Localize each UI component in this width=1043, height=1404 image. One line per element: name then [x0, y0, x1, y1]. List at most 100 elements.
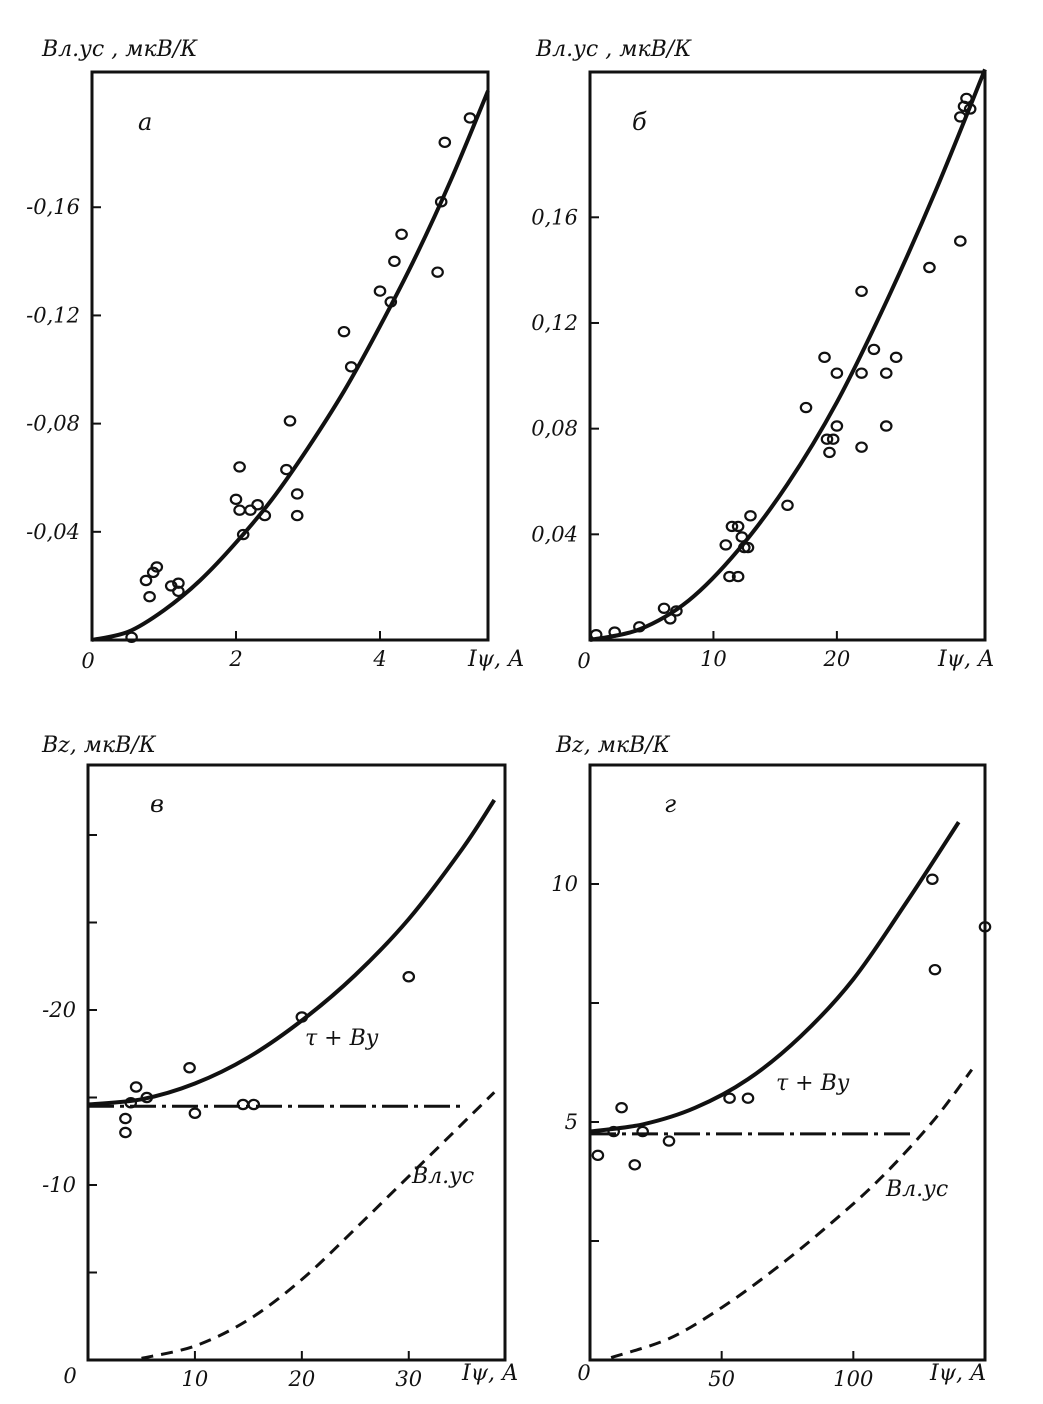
y-axis-label: Bл.ус , мкВ/К [41, 37, 198, 62]
origin-label: 0 [577, 1361, 590, 1385]
y-tick-label: 5 [565, 1110, 578, 1134]
data-point [889, 351, 903, 364]
data-point [251, 499, 264, 511]
data-point [119, 1112, 132, 1125]
panel-letter: в [150, 790, 164, 818]
y-tick-label: -20 [42, 998, 76, 1022]
data-point [628, 1159, 642, 1171]
dash-dot-line-label: τ + By [776, 1071, 850, 1096]
x-tick-label: 2 [228, 647, 242, 671]
data-point [247, 1098, 261, 1111]
data-point [867, 343, 881, 356]
panel-c: Bz, мкВ/К в 0 Iψ, А 10 20 30 -10 -20 τ + By Bл… [41, 733, 519, 1391]
y-tick-label: 0,16 [531, 205, 578, 229]
x-tick-label: 20 [287, 1367, 315, 1391]
origin-label: 0 [577, 649, 590, 673]
fit-curve [589, 821, 961, 1134]
x-axis-label: Iψ, А [929, 1361, 987, 1386]
y-tick-label: 0,08 [531, 417, 578, 441]
data-point [139, 574, 153, 587]
data-point [236, 528, 250, 541]
y-axis-label: Bл.ус , мкВ/К [535, 37, 692, 62]
data-point [129, 1081, 143, 1093]
fit-curve [87, 798, 496, 1107]
data-point [290, 488, 304, 500]
panel-b: Bл.ус , мкВ/К б 0 Iψ, А 10 20 0,04 0,08 0,12… [531, 37, 994, 673]
x-tick-label: 10 [700, 647, 727, 671]
data-point [879, 367, 893, 379]
data-point [855, 441, 868, 453]
data-point [183, 1062, 196, 1074]
y-tick-label: -0,04 [26, 520, 80, 544]
data-point [388, 255, 401, 268]
data-point [143, 591, 156, 603]
panel-a: Bл.ус , мкВ/К а 0 Iψ, А 2 4 -0,04 -0,08 -0,1… [26, 37, 524, 673]
x-tick-label: 20 [823, 647, 851, 671]
y-tick-label: 0,04 [531, 522, 578, 546]
y-axis-label: Bz, мкВ/К [41, 733, 157, 758]
y-tick-label: -10 [42, 1173, 76, 1197]
dashed-curve-label: Bл.ус [885, 1177, 948, 1202]
x-tick-label: 10 [182, 1367, 209, 1391]
x-tick-label: 4 [372, 647, 386, 671]
data-point [172, 585, 185, 598]
data-point [781, 499, 794, 511]
data-point [978, 921, 992, 933]
dashed-curve-label: Bл.ус [411, 1164, 474, 1189]
x-tick-label: 100 [833, 1367, 873, 1391]
data-point [741, 1092, 755, 1104]
data-point [879, 420, 893, 432]
fit-curve [589, 68, 987, 642]
y-tick-label: -0,16 [26, 195, 80, 219]
x-axis-label: Iψ, А [937, 647, 995, 672]
plot-frame [90, 70, 490, 642]
data-point [820, 433, 834, 445]
panel-letter: а [138, 108, 152, 136]
data-point [657, 602, 671, 614]
origin-label: 0 [63, 1364, 76, 1388]
data-point [233, 461, 246, 473]
data-point [923, 261, 936, 274]
x-axis-label: Iψ, А [461, 1361, 519, 1386]
panel-letter: г [664, 790, 676, 818]
data-point [290, 509, 304, 522]
y-tick-label: -0,12 [26, 303, 80, 327]
data-point [928, 963, 942, 976]
data-point [725, 520, 739, 533]
data-point [591, 1149, 605, 1162]
data-point [337, 325, 351, 338]
panel-d: Bz, мкВ/К г 0 Iψ, А 50 100 5 10 τ + By Bл.ус [551, 733, 992, 1391]
data-point [826, 433, 840, 445]
data-point [373, 285, 387, 297]
dashed-curve [610, 1068, 974, 1360]
y-tick-label: 0,12 [531, 311, 578, 335]
panel-letter: б [632, 108, 647, 136]
data-point [719, 539, 733, 551]
data-point [823, 446, 836, 459]
y-tick-label: 10 [551, 872, 578, 896]
data-point [723, 570, 736, 583]
data-point [830, 367, 844, 379]
data-point [233, 504, 246, 516]
data-point [744, 510, 757, 522]
dashed-curve [141, 1091, 496, 1360]
x-tick-label: 50 [708, 1367, 735, 1391]
data-point [283, 415, 297, 427]
data-point [954, 235, 967, 247]
data-point [636, 1125, 649, 1138]
data-point [723, 1092, 736, 1104]
x-tick-label: 30 [395, 1367, 422, 1391]
data-point [188, 1107, 202, 1119]
plot-frame [588, 763, 987, 1362]
origin-label: 0 [81, 649, 94, 673]
data-point [855, 367, 868, 379]
data-point [438, 136, 452, 149]
data-point [119, 1126, 132, 1139]
data-point [731, 570, 745, 583]
data-point [818, 351, 831, 364]
data-point [731, 520, 745, 533]
y-axis-label: Bz, мкВ/К [555, 733, 671, 758]
data-point [395, 228, 408, 240]
plot-frame [588, 70, 987, 642]
data-point [662, 1135, 676, 1147]
